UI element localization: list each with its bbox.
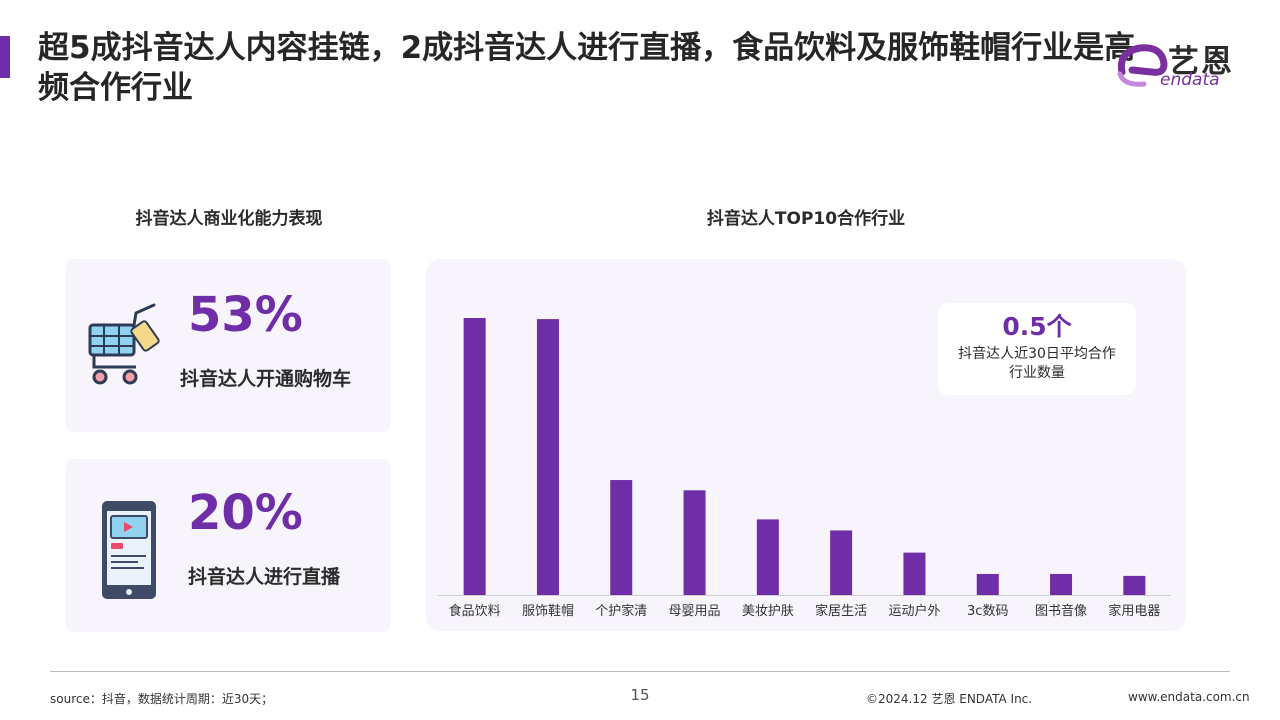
cart-stat-label: 抖音达人开通购物车 — [180, 368, 352, 390]
page-title: 超5成抖音达人内容挂链，2成抖音达人进行直播，食品饮料及服饰鞋帽行业是高频合作行… — [38, 30, 1136, 106]
bar-9 — [1050, 573, 1073, 595]
callout-value: 0.5个 — [1002, 312, 1072, 341]
page-number: 15 — [630, 686, 650, 704]
live-phone-icon — [102, 501, 156, 599]
bar-3 — [610, 480, 633, 595]
title-accent-bar — [0, 36, 10, 78]
footer-source: source：抖音，数据统计周期：近30天； — [50, 692, 274, 706]
cart-stat-value: 53% — [188, 287, 303, 343]
x-tick-label-6: 家居生活 — [815, 603, 867, 619]
bar-4 — [683, 490, 706, 595]
bar-8 — [976, 573, 999, 595]
bar-1 — [463, 318, 486, 595]
industry-bar-chart: 食品饮料 服饰鞋帽 个护家清 母婴用品 美妆护肤 家居生活 运动户外 3c数码 图书音像 家用电器 — [438, 318, 1171, 619]
x-tick-label-8: 3c数码 — [967, 604, 1008, 619]
x-tick-label-4: 母婴用品 — [669, 604, 721, 619]
bar-5 — [756, 519, 779, 595]
x-tick-label-10: 家用电器 — [1108, 603, 1160, 619]
footer-copyright: ©2024.12 艺恩 ENDATA Inc. — [866, 692, 1033, 706]
x-tick-label-5: 美妆护肤 — [742, 604, 794, 619]
footer-divider — [50, 671, 1230, 672]
endata-logo-icon — [1117, 44, 1168, 87]
chart-heading: 抖音达人TOP10合作行业 — [706, 209, 906, 229]
logo-cn-text: 艺恩 — [1168, 44, 1234, 80]
left-section-heading: 抖音达人商业化能力表现 — [135, 209, 323, 229]
logo-en-text: endata — [1160, 70, 1220, 90]
x-tick-label-1: 食品饮料 — [449, 603, 501, 619]
stat-card-live: 20% 抖音达人进行直播 — [66, 459, 391, 632]
bar-7 — [903, 552, 926, 595]
bar-2 — [536, 319, 559, 595]
callout-label: 抖音达人近30日平均合作行业数量 — [958, 346, 1116, 381]
shopping-cart-icon — [88, 303, 160, 385]
avg-industry-callout: 0.5个 抖音达人近30日平均合作行业数量 — [938, 303, 1136, 395]
x-tick-label-7: 运动户外 — [888, 603, 940, 619]
footer-url: www.endata.com.cn — [1128, 690, 1250, 704]
bar-6 — [830, 530, 853, 595]
x-tick-label-2: 服饰鞋帽 — [522, 603, 574, 619]
stat-card-cart: 53% 抖音达人开通购物车 — [66, 259, 391, 432]
live-stat-value: 20% — [188, 485, 303, 541]
x-tick-label-9: 图书音像 — [1035, 603, 1087, 619]
live-stat-label: 抖音达人进行直播 — [188, 566, 341, 588]
x-tick-label-3: 个护家清 — [595, 603, 647, 619]
bar-10 — [1123, 575, 1146, 595]
